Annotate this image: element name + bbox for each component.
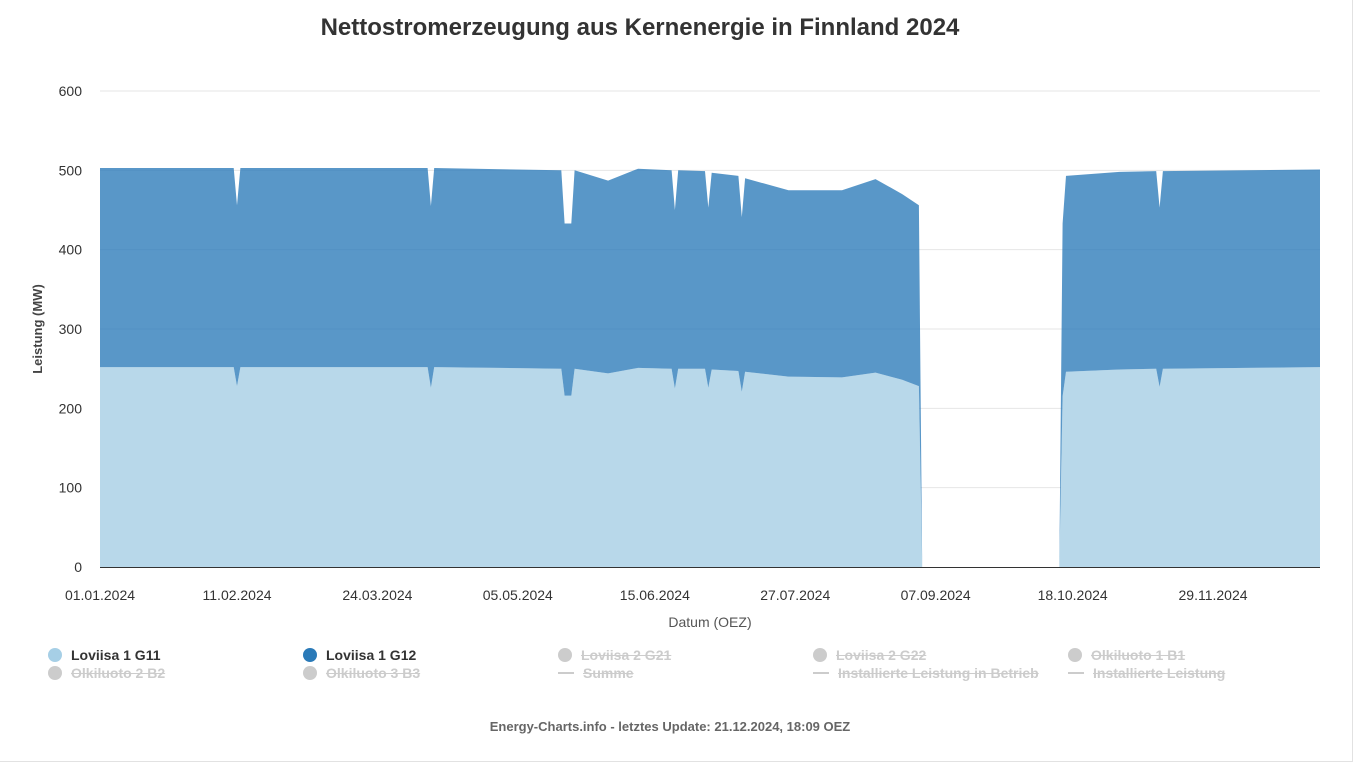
- legend-line-symbol: [813, 672, 829, 674]
- y-tick-label: 100: [59, 480, 83, 496]
- x-tick-label: 07.09.2024: [901, 587, 971, 603]
- legend-circle-symbol: [303, 666, 317, 680]
- legend-label: Olkiluoto 2 B2: [71, 665, 166, 681]
- legend-item[interactable]: Loviisa 1 G12: [303, 646, 416, 664]
- legend-label: Loviisa 1 G12: [326, 647, 417, 663]
- legend-label: Olkiluoto 1 B1: [1091, 647, 1186, 663]
- y-tick-label: 200: [59, 400, 83, 416]
- legend-circle-symbol: [558, 648, 572, 662]
- y-tick-label: 300: [59, 321, 83, 337]
- legend-label: Loviisa 1 G11: [71, 647, 161, 663]
- y-axis-title: Leistung (MW): [30, 284, 45, 374]
- legend-label: Loviisa 2 G22: [836, 647, 927, 663]
- legend-circle-symbol: [48, 648, 62, 662]
- chart-plot[interactable]: 0 100 200 300 400 500 600 01.01.2024 11.02.2024 2…: [0, 0, 1356, 640]
- x-tick-label: 24.03.2024: [342, 587, 412, 603]
- legend-item[interactable]: Olkiluoto 3 B3: [303, 664, 420, 682]
- legend-line-symbol: [558, 672, 574, 674]
- x-tick-label: 15.06.2024: [620, 587, 690, 603]
- update-footer: Energy-Charts.info - letztes Update: 21.…: [489, 719, 851, 734]
- x-tick-label: 01.01.2024: [65, 587, 135, 603]
- y-tick-label: 0: [74, 559, 82, 575]
- x-tick-label: 18.10.2024: [1038, 587, 1108, 603]
- legend-label: Olkiluoto 3 B3: [326, 665, 421, 681]
- legend-circle-symbol: [1068, 648, 1082, 662]
- y-tick-label: 500: [59, 162, 83, 178]
- area-series-2: [100, 168, 1320, 567]
- legend-line-symbol: [1068, 672, 1084, 674]
- x-tick-label: 05.05.2024: [483, 587, 553, 603]
- x-tick-label: 27.07.2024: [760, 587, 830, 603]
- legend-label: Installierte Leistung in Betrieb: [838, 665, 1039, 681]
- chart-legend: Loviisa 1 G11 Loviisa 1 G12 Loviisa 2 G21 L…: [48, 646, 1328, 686]
- area-series-1: [100, 367, 1320, 567]
- chart-title: Nettostromerzeugung aus Kernenergie in F…: [320, 14, 960, 41]
- x-tick-label: 29.11.2024: [1179, 587, 1248, 603]
- y-tick-label: 400: [59, 242, 83, 258]
- legend-item[interactable]: Loviisa 2 G21: [558, 646, 671, 664]
- legend-item[interactable]: Loviisa 1 G11: [48, 646, 161, 664]
- legend-item[interactable]: Olkiluoto 1 B1: [1068, 646, 1185, 664]
- legend-item[interactable]: Olkiluoto 2 B2: [48, 664, 165, 682]
- legend-label: Loviisa 2 G21: [581, 647, 672, 663]
- legend-item[interactable]: Installierte Leistung: [1068, 664, 1225, 682]
- y-tick-label: 600: [59, 83, 83, 99]
- x-axis-title: Datum (OEZ): [668, 614, 751, 630]
- legend-item[interactable]: Installierte Leistung in Betrieb: [813, 664, 1039, 682]
- legend-circle-symbol: [303, 648, 317, 662]
- x-tick-label: 11.02.2024: [203, 587, 272, 603]
- legend-label: Installierte Leistung: [1093, 665, 1226, 681]
- legend-circle-symbol: [813, 648, 827, 662]
- legend-item[interactable]: Loviisa 2 G22: [813, 646, 926, 664]
- legend-circle-symbol: [48, 666, 62, 680]
- legend-label: Summe: [583, 665, 634, 681]
- legend-item[interactable]: Summe: [558, 664, 634, 682]
